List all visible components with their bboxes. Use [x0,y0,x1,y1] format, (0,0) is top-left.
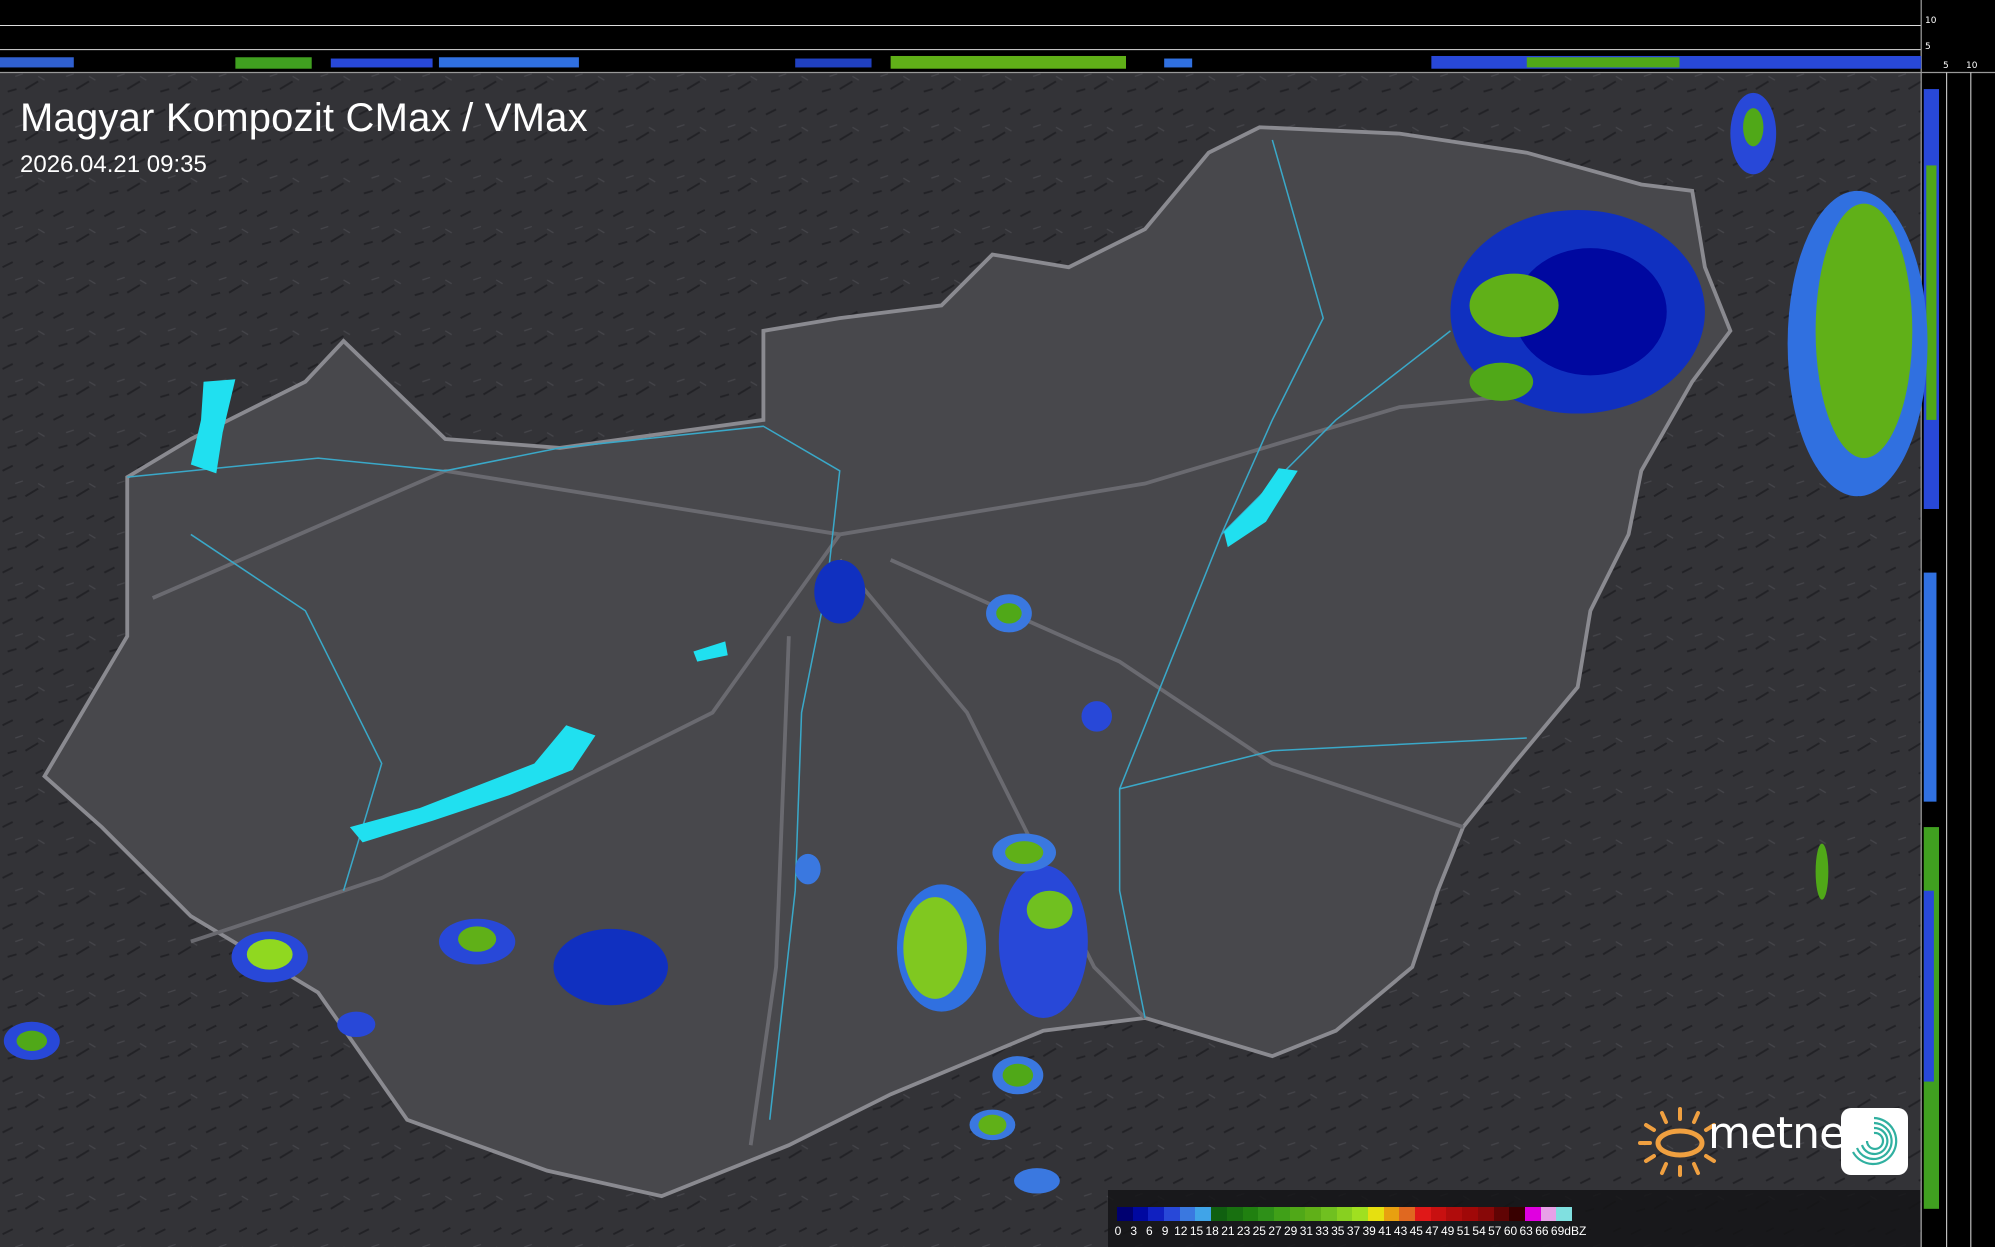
legend-tick-label: 63 [1519,1224,1533,1238]
legend-swatch [1540,1207,1557,1221]
legend-tick-label: 49 [1441,1224,1455,1238]
top-profile-echoes [0,55,1922,69]
legend-swatch [1477,1207,1494,1221]
legend-tick-label: 25 [1252,1224,1266,1238]
legend-swatch [1242,1207,1259,1221]
legend-tick-label: 3 [1130,1224,1138,1238]
legend-tick-label: 9 [1161,1224,1169,1238]
top-scale-label-5: 5 [1925,42,1931,52]
metnet-logo-text: metnet [1708,1108,1862,1159]
legend-tick-label: 0 [1114,1224,1122,1238]
legend-swatch [1462,1207,1478,1221]
legend-swatch [1415,1207,1431,1221]
legend-swatch [1493,1207,1510,1221]
legend-tick-label: 60 [1503,1224,1518,1238]
top-scale-label-10: 10 [1925,16,1937,26]
legend-swatch [1195,1207,1212,1221]
legend-tick-label: 6 [1146,1224,1153,1238]
legend-unit: dBZ [1564,1224,1587,1238]
legend-swatch [1383,1207,1400,1221]
color-scale-labels: 0 3 6 9 12 15 18 21 23 25 27 29 31 33 35 37 39 41 43 45 47 49… [1114,1224,1917,1240]
legend-tick-label: 45 [1409,1224,1423,1238]
legend-swatch [1179,1207,1196,1221]
legend-swatch [1164,1207,1180,1221]
metnet-sun-icon [1638,1107,1716,1177]
legend-swatch [1368,1207,1384,1221]
legend-tick-label: 47 [1425,1224,1439,1238]
legend-swatch [1446,1207,1463,1221]
legend-tick-label: 31 [1299,1224,1314,1238]
lake-ferto [190,379,236,474]
legend-swatch [1273,1207,1290,1221]
right-scale-label-10: 10 [1966,61,1978,71]
legend-tick-label: 23 [1236,1224,1251,1238]
legend-tick-label: 35 [1331,1224,1345,1238]
legend-tick-label: 57 [1488,1224,1502,1238]
legend-tick-label: 37 [1346,1224,1361,1238]
legend-tick-label: 33 [1315,1224,1329,1238]
legend-tick-label: 18 [1205,1224,1219,1238]
legend-swatch [1509,1207,1525,1221]
legend-tick-label: 39 [1362,1224,1376,1238]
map-title: Magyar Kompozit CMax / VMax [20,96,588,140]
lakes [190,379,1298,843]
roads [151,379,1655,1146]
legend-swatch [1556,1207,1572,1221]
legend-swatch [1430,1207,1447,1221]
legend-tick-label: 51 [1456,1224,1471,1238]
legend-swatch [1352,1207,1368,1221]
legend-swatch [1320,1207,1337,1221]
legend-tick-label: 15 [1189,1224,1204,1238]
color-scale-bar [1117,1207,1572,1221]
map-timestamp: 2026.04.21 09:35 [20,151,207,178]
legend-tick-label: 21 [1221,1224,1235,1238]
legend-tick-label: 27 [1268,1224,1282,1238]
legend-tick-label: 43 [1393,1224,1408,1238]
legend-swatch [1524,1207,1541,1221]
legend-swatch [1305,1207,1321,1221]
legend-tick-label: 29 [1284,1224,1298,1238]
legend-swatch [1148,1207,1165,1221]
legend-swatch [1289,1207,1306,1221]
legend-swatch [1132,1207,1149,1221]
right-scale-label-5: 5 [1943,61,1949,71]
legend-tick-label: 12 [1174,1224,1188,1238]
legend-tick-label: 54 [1472,1224,1486,1238]
right-profile-echoes [1923,89,1940,1209]
legend-tick-label: 41 [1378,1224,1392,1238]
legend-swatch [1399,1207,1416,1221]
app-icon [1841,1108,1908,1175]
spiral-icon [1852,1116,1898,1166]
lake-balaton [349,725,596,843]
lake-velence [693,641,728,662]
legend-tick-label: 66 [1535,1224,1549,1238]
legend-tick-label: 69 [1550,1224,1565,1238]
legend-swatch [1211,1207,1227,1221]
legend-swatch [1258,1207,1274,1221]
radar-echoes [3,92,1928,1194]
legend-swatch [1336,1207,1353,1221]
legend-swatch [1226,1207,1243,1221]
lake-tisza [1223,468,1298,548]
legend-swatch [1117,1207,1133,1221]
